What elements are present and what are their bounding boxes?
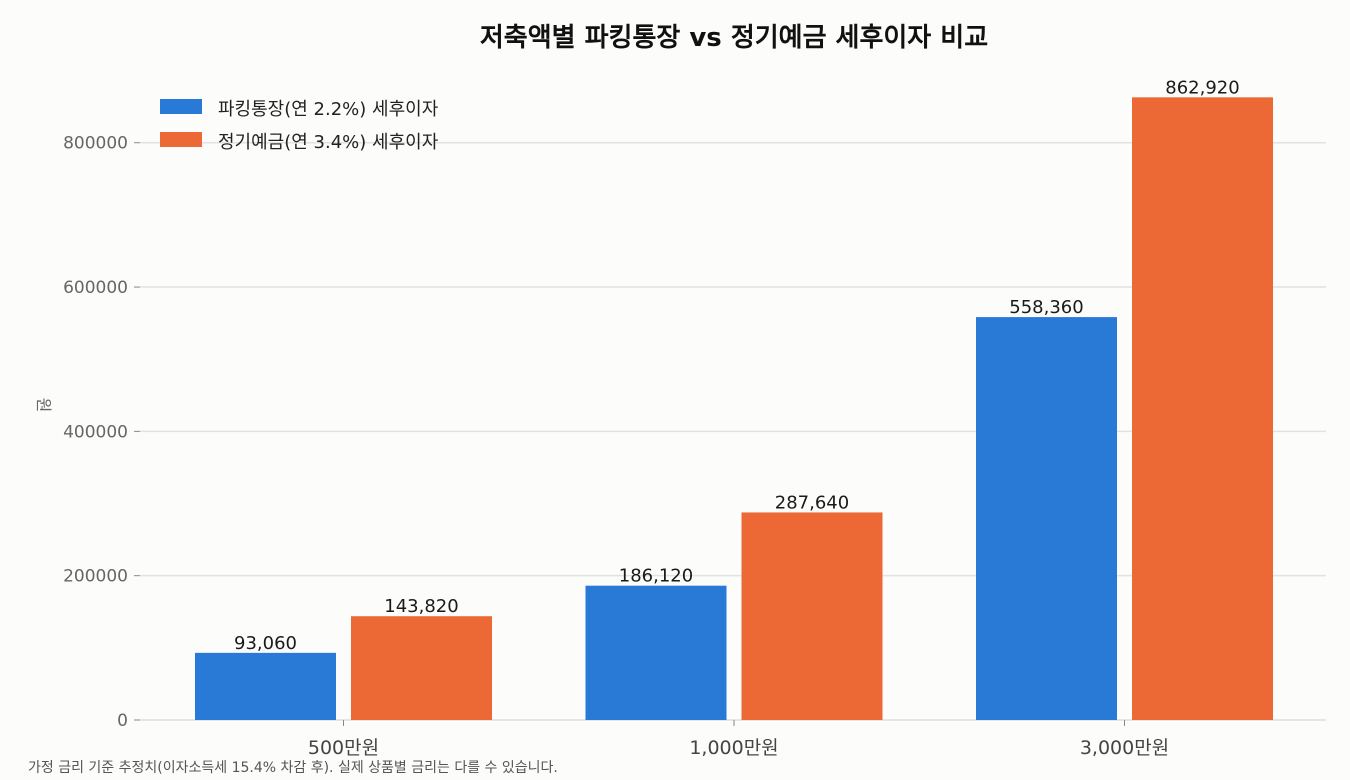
data-label-deposit-0: 143,820 <box>384 596 458 617</box>
y-tick-label: 200000 <box>63 567 128 587</box>
data-label-parking-0: 93,060 <box>234 633 297 654</box>
gridlines <box>140 141 1326 577</box>
y-axis-label: 원 <box>34 398 53 413</box>
bar-parking-0 <box>195 652 336 720</box>
x-tick-label: 3,000만원 <box>1080 737 1169 759</box>
bars <box>195 97 1273 721</box>
x-tick-label: 500만원 <box>308 737 379 759</box>
legend-label-parking: 파킹통장(연 2.2%) 세후이자 <box>218 99 439 120</box>
data-label-parking-2: 558,360 <box>1009 297 1083 318</box>
legend: 파킹통장(연 2.2%) 세후이자 정기예금(연 3.4%) 세후이자 <box>160 99 439 153</box>
data-labels: 93,060 143,820 186,120 287,640 558,360 862,92… <box>234 77 1240 654</box>
chart-title: 저축액별 파킹통장 vs 정기예금 세후이자 비교 <box>480 23 988 53</box>
y-tick-label: 0 <box>117 711 128 731</box>
data-label-deposit-2: 862,920 <box>1165 77 1239 98</box>
axes: 0 200000 400000 600000 800000 500만원 1,000만원 3,0… <box>63 134 1326 759</box>
bar-deposit-0 <box>351 616 492 720</box>
data-label-parking-1: 186,120 <box>619 566 693 587</box>
bar-parking-1 <box>585 585 727 720</box>
legend-label-deposit: 정기예금(연 3.4%) 세후이자 <box>218 132 439 153</box>
bar-deposit-1 <box>741 512 883 720</box>
footnote: 가정 금리 기준 추정치(이자소득세 15.4% 차감 후). 실제 상품별 금… <box>28 760 558 776</box>
data-label-deposit-1: 287,640 <box>775 492 849 513</box>
y-tick-label: 600000 <box>63 278 128 298</box>
x-tick-label: 1,000만원 <box>689 737 778 759</box>
legend-swatch-deposit <box>160 132 202 147</box>
bar-parking-2 <box>976 317 1117 720</box>
legend-swatch-parking <box>160 99 202 114</box>
y-tick-label: 800000 <box>63 134 128 154</box>
y-tick-label: 400000 <box>63 422 128 442</box>
bar-deposit-2 <box>1132 97 1273 721</box>
